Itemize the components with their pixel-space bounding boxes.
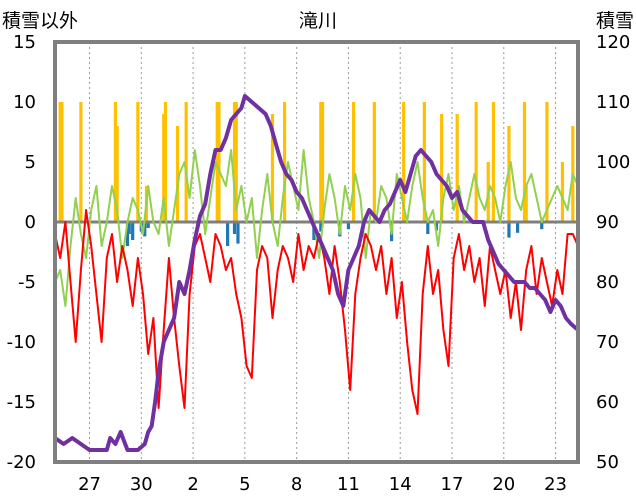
right-tick-1: 110 [596, 92, 630, 113]
precipitation-bar-27 [491, 102, 496, 222]
precipitation-bar-5 [136, 102, 140, 222]
snowfall_below_zero-bar-16 [507, 222, 511, 238]
precipitation-bar-10 [184, 102, 188, 222]
right-tick-4: 80 [596, 272, 619, 293]
right-tick-6: 60 [596, 392, 619, 413]
bar-layer [58, 102, 575, 246]
snowfall_below_zero-bar-14 [426, 222, 430, 234]
snow_depth-line [53, 94, 580, 452]
precipitation-bar-20 [372, 102, 376, 222]
precipitation-bar-23 [440, 114, 444, 222]
left-tick-7: -20 [7, 452, 36, 473]
left-tick-6: -15 [7, 392, 36, 413]
left-tick-3: 0 [25, 212, 36, 233]
right-tick-7: 50 [596, 452, 619, 473]
right-tick-5: 70 [596, 332, 619, 353]
left-y-ticks: 15 10 5 0 -5 -10 -15 -20 [7, 32, 36, 473]
chart-title: 滝川 [299, 10, 337, 32]
precipitation-bar-8 [163, 102, 168, 222]
x-tick-3: 5 [239, 474, 250, 495]
precipitation-bar-24 [455, 114, 459, 222]
x-tick-4: 8 [291, 474, 302, 495]
precipitation-bar-1 [60, 102, 64, 222]
precipitation-bar-29 [522, 102, 527, 222]
right-tick-0: 120 [596, 32, 630, 53]
left-tick-2: 5 [25, 152, 36, 173]
precipitation-bar-7 [162, 114, 166, 222]
right-tick-3: 90 [596, 212, 619, 233]
right-y-ticks: 120 110 100 90 80 70 60 50 [596, 32, 630, 473]
snowfall_below_zero-bar-5 [146, 222, 150, 228]
snowfall_below_zero-bar-2 [131, 222, 135, 240]
precipitation-bar-4 [115, 126, 119, 222]
snowfall_below_zero-bar-8 [236, 222, 240, 244]
max_temperature-line [54, 149, 579, 307]
left-axis-label: 積雪以外 [2, 10, 78, 32]
precipitation-bar-11 [215, 102, 219, 222]
snowfall_below_zero-bar-7 [232, 222, 237, 234]
snowfall_below_zero-bar-9 [312, 222, 316, 240]
snowfall_below_zero-bar-18 [540, 222, 544, 230]
x-tick-0: 27 [78, 474, 101, 495]
left-tick-1: 10 [13, 92, 36, 113]
line-layer [53, 94, 580, 452]
x-tick-5: 11 [337, 474, 360, 495]
snowfall_below_zero-bar-17 [515, 222, 520, 233]
precipitation-bar-19 [352, 102, 356, 222]
precipitation-bar-25 [474, 102, 478, 222]
snowfall_below_zero-bar-15 [434, 222, 439, 231]
precipitation-bar-14 [234, 102, 238, 222]
left-tick-0: 15 [13, 32, 36, 53]
plot-frame [53, 40, 580, 464]
precipitation-bar-21 [402, 102, 406, 222]
precipitation-bar-2 [79, 102, 83, 222]
x-tick-6: 14 [389, 474, 412, 495]
left-tick-5: -10 [7, 332, 36, 353]
x-tick-2: 2 [187, 474, 198, 495]
right-axis-label: 積雪 [596, 10, 634, 32]
x-tick-7: 17 [441, 474, 464, 495]
snowfall_below_zero-bar-4 [143, 222, 147, 237]
precipitation-bar-16 [282, 102, 287, 222]
precipitation-bar-32 [560, 162, 565, 222]
snowfall_below_zero-bar-0 [125, 222, 130, 246]
precipitation-bar-13 [232, 102, 237, 222]
precipitation-bar-0 [58, 102, 62, 222]
precipitation-bar-12 [217, 102, 221, 222]
precipitation-bar-18 [320, 102, 325, 222]
precipitation-bar-17 [319, 102, 323, 222]
x-tick-9: 23 [544, 474, 567, 495]
x-tick-8: 20 [492, 474, 515, 495]
precipitation-bar-31 [545, 102, 549, 222]
precipitation-bar-15 [270, 114, 275, 222]
snowfall_below_zero-bar-1 [127, 222, 131, 234]
precipitation-bar-22 [422, 102, 426, 222]
x-ticks: 27 30 2 5 8 11 14 17 20 23 [78, 474, 567, 495]
snowfall_below_zero-bar-12 [346, 222, 351, 230]
precipitation-bar-3 [113, 102, 118, 222]
left-tick-4: -5 [18, 272, 36, 293]
precipitation-bar-9 [175, 126, 180, 222]
right-tick-2: 100 [596, 152, 630, 173]
snowfall_below_zero-bar-6 [226, 222, 230, 246]
snowfall_below_zero-bar-10 [319, 222, 323, 232]
precipitation-bar-30 [524, 186, 528, 222]
x-tick-1: 30 [130, 474, 153, 495]
